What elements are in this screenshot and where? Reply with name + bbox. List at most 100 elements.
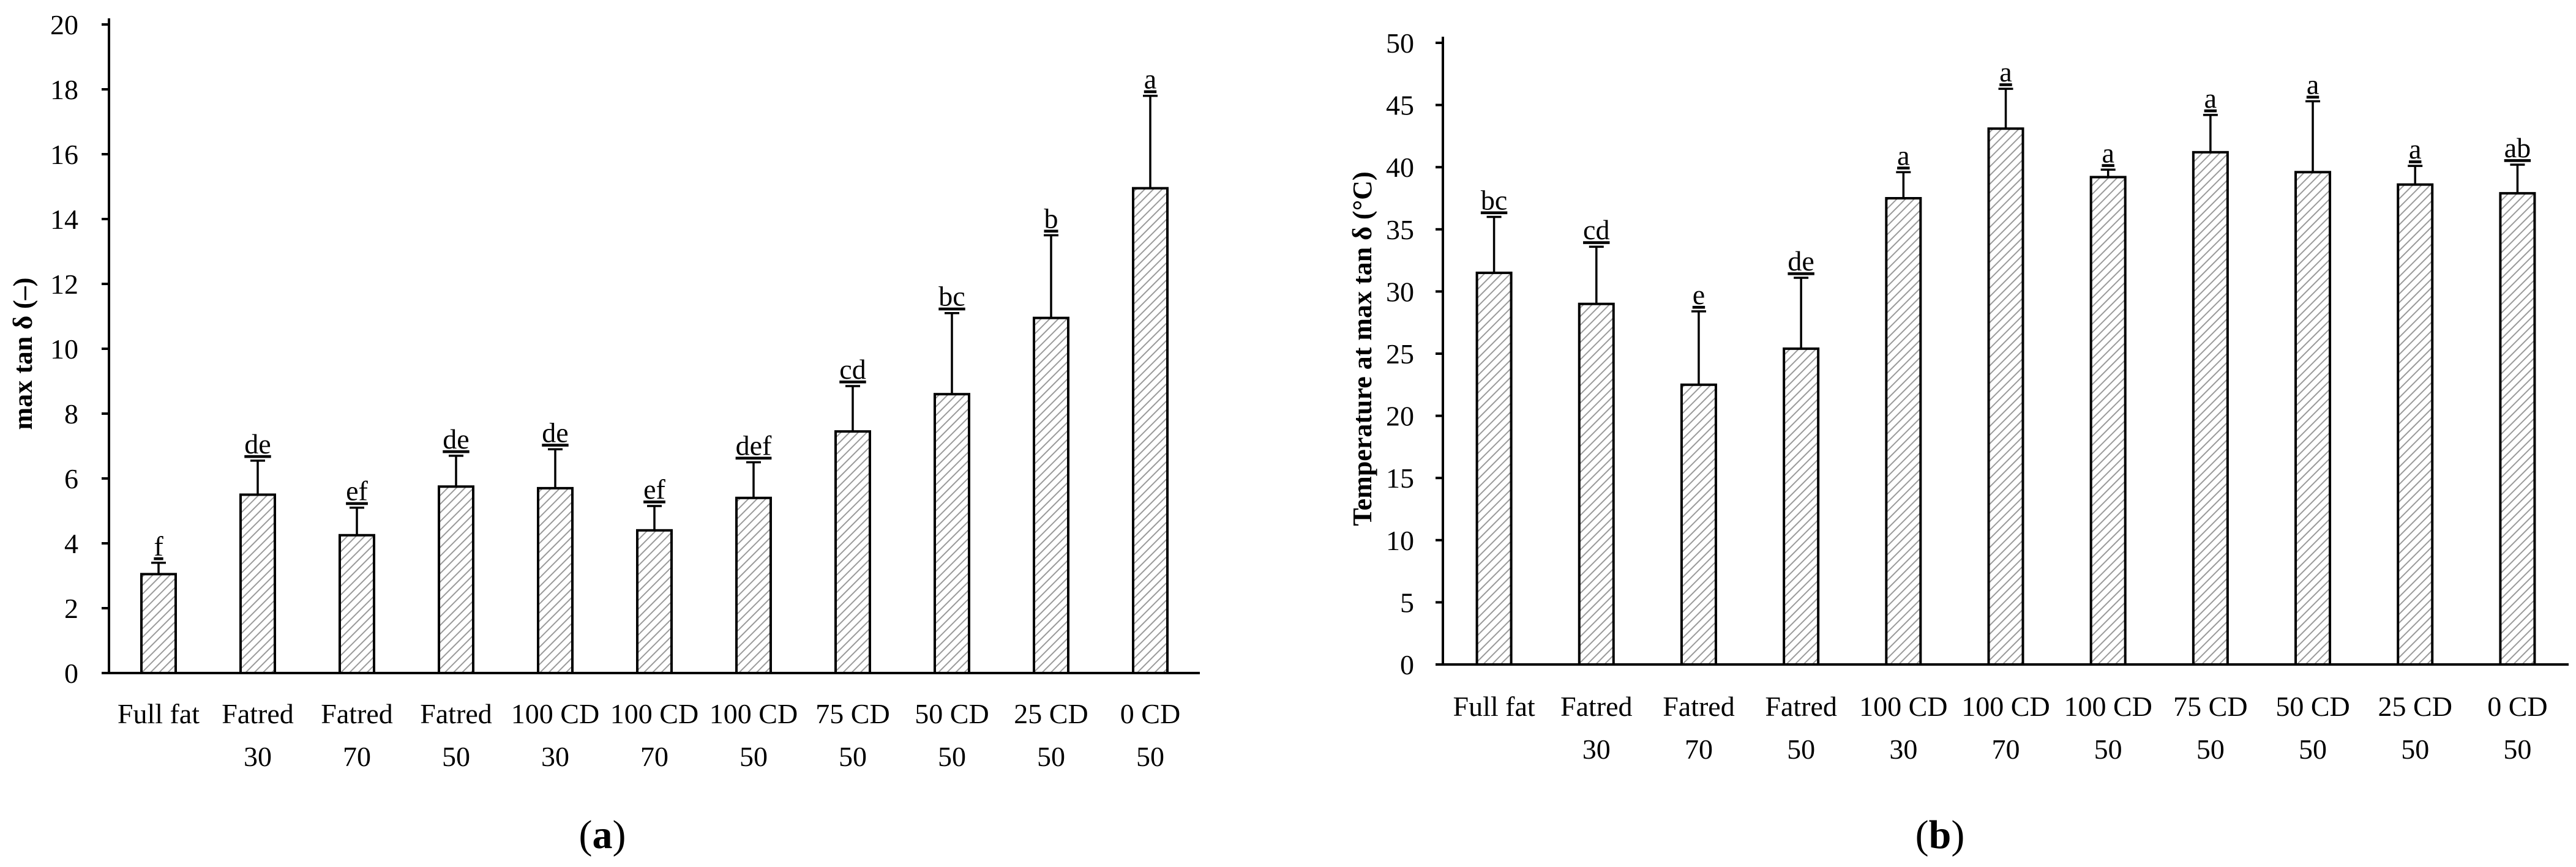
y-tick-label: 2	[64, 593, 78, 624]
significance-letter: a	[2102, 137, 2114, 168]
significance-letter: de	[244, 428, 271, 460]
category-label-line2: 30	[244, 741, 272, 772]
chart-panel-a: max tan δ (–) 0 2 4 6 8 10 12 14 16 18 20 f de ef de d…	[8, 9, 1200, 857]
bar	[636, 529, 673, 674]
significance-letter: e	[1693, 279, 1705, 310]
category-label-line2: 50	[2401, 734, 2429, 765]
significance-letter: bc	[938, 281, 965, 312]
bar	[239, 493, 276, 674]
category-label: 25 CD	[2378, 691, 2452, 722]
y-tick-label: 8	[64, 398, 78, 430]
category-label-line2: 50	[442, 741, 470, 772]
bar	[1475, 271, 1513, 666]
significance-letter: de	[1788, 245, 1814, 277]
significance-letter: a	[1999, 56, 2012, 87]
category-label-line2: 70	[640, 741, 668, 772]
significance-letter: f	[154, 530, 163, 562]
significance-letter: bc	[1481, 184, 1507, 215]
category-label: 100 CD	[1961, 691, 2050, 722]
bar	[1033, 316, 1069, 674]
bar	[1885, 197, 1922, 666]
category-label: 100 CD	[710, 698, 798, 729]
category-label-line2: 50	[739, 741, 768, 772]
category-label: 100 CD	[610, 698, 698, 729]
significance-letter: b	[1044, 203, 1058, 234]
category-label: 25 CD	[1014, 698, 1088, 729]
bar	[438, 485, 474, 674]
axes-b	[1436, 37, 2569, 666]
y-tick-label: 18	[50, 74, 78, 105]
category-label: 50 CD	[915, 698, 989, 729]
category-label: Full fat	[118, 698, 200, 729]
y-tick-label: 16	[50, 139, 78, 170]
category-label: 50 CD	[2275, 691, 2349, 722]
significance-letter: cd	[1583, 214, 1609, 245]
category-label-line2: 30	[1889, 734, 1917, 765]
y-tick-label: 10	[50, 333, 78, 365]
category-label-line2: 50	[2299, 734, 2327, 765]
bar	[2294, 171, 2332, 666]
y-ticks-b: 0 5 10 15 20 25 30 35 40 45 50	[1386, 28, 1414, 680]
category-label: Fatred	[1560, 691, 1633, 722]
y-tick-label: 15	[1386, 463, 1414, 494]
category-labels-a: Full fat Fatred 30 Fatred 70 Fatred 50 100 CD 30…	[118, 698, 1180, 772]
y-tick-label: 10	[1386, 525, 1414, 556]
category-label-line2: 50	[2094, 734, 2122, 765]
y-tick-label: 35	[1386, 214, 1414, 245]
category-label: 100 CD	[2064, 691, 2152, 722]
y-tick-label: 12	[50, 269, 78, 300]
category-label: 75 CD	[2173, 691, 2247, 722]
y-tick-label: 6	[64, 463, 78, 494]
bar	[1680, 383, 1717, 666]
bar	[1987, 127, 2024, 666]
bar	[537, 486, 574, 675]
category-label-line2: 70	[343, 741, 371, 772]
category-label: Fatred	[1663, 691, 1735, 722]
category-label-line2: 70	[1992, 734, 2020, 765]
y-axis-label-b: Temperature at max tan δ (°C)	[1347, 171, 1377, 526]
significance-letter: de	[542, 417, 568, 448]
category-label: Fatred	[1765, 691, 1837, 722]
bar	[2192, 151, 2229, 666]
significance-letter: de	[443, 423, 469, 455]
y-tick-label: 45	[1386, 90, 1414, 121]
significance-letter: a	[1897, 140, 1909, 171]
category-label: 0 CD	[1120, 698, 1180, 729]
y-tick-label: 30	[1386, 276, 1414, 307]
category-label-line2: 30	[1582, 734, 1611, 765]
y-tick-label: 20	[50, 9, 78, 40]
significance-letter: ab	[2504, 132, 2531, 163]
category-label-line2: 50	[839, 741, 867, 772]
bar	[1783, 347, 1820, 666]
category-label: 75 CD	[815, 698, 889, 729]
significance-letter: a	[1144, 64, 1156, 95]
bars-b: bc cd e de a a a a a a ab	[1475, 56, 2536, 666]
category-label-line2: 50	[938, 741, 966, 772]
significance-letter: a	[2204, 83, 2217, 114]
y-tick-label: 5	[1400, 587, 1414, 618]
y-tick-label: 40	[1386, 152, 1414, 183]
bar	[2499, 192, 2536, 666]
bar	[735, 496, 772, 674]
bar	[934, 393, 970, 674]
category-label: Full fat	[1453, 691, 1535, 722]
y-tick-label: 4	[64, 528, 78, 559]
panel-label-b: (b)	[1915, 813, 1965, 857]
y-tick-label: 20	[1386, 401, 1414, 432]
bar	[140, 573, 177, 674]
y-ticks-a: 0 2 4 6 8 10 12 14 16 18 20	[50, 9, 78, 689]
category-label: 100 CD	[511, 698, 599, 729]
category-label-line2: 50	[2503, 734, 2531, 765]
significance-letter: a	[2409, 133, 2421, 165]
bar	[1132, 187, 1169, 674]
panel-label-a: (a)	[579, 813, 626, 857]
y-tick-label: 0	[64, 658, 78, 689]
bar	[834, 430, 871, 675]
bar	[339, 534, 375, 674]
y-tick-label: 14	[50, 204, 78, 235]
significance-letter: def	[736, 430, 772, 461]
category-label-line2: 50	[2196, 734, 2225, 765]
category-label: Fatred	[222, 698, 294, 729]
category-label-line2: 70	[1685, 734, 1713, 765]
